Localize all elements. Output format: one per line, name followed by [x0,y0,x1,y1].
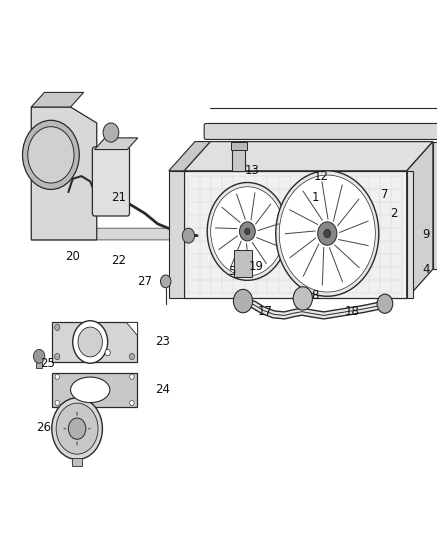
Circle shape [55,374,60,379]
Text: 1: 1 [311,191,319,204]
Text: 22: 22 [111,254,126,266]
Polygon shape [52,373,137,407]
Circle shape [318,222,337,245]
Polygon shape [126,322,137,335]
Bar [433,142,438,269]
Text: 23: 23 [155,335,170,349]
Circle shape [73,321,108,364]
Bar [232,146,245,171]
Polygon shape [31,228,186,240]
Polygon shape [169,142,210,171]
Polygon shape [184,171,407,298]
Text: 21: 21 [111,191,126,204]
Circle shape [207,182,288,280]
Text: 12: 12 [314,169,329,183]
Text: 9: 9 [423,228,430,241]
Circle shape [276,171,379,296]
Text: 24: 24 [155,383,170,397]
Circle shape [130,374,134,379]
Text: 7: 7 [381,188,389,201]
Polygon shape [31,107,97,240]
Circle shape [245,228,250,235]
Text: 27: 27 [137,275,152,288]
Text: 20: 20 [65,251,80,263]
Circle shape [33,350,45,364]
Polygon shape [31,92,84,107]
FancyBboxPatch shape [204,124,438,140]
Circle shape [240,222,255,241]
Circle shape [377,294,393,313]
Text: 8: 8 [311,289,319,302]
Text: 5: 5 [228,265,236,278]
Circle shape [211,187,284,276]
Text: 13: 13 [244,164,259,177]
Bar [407,171,413,298]
FancyBboxPatch shape [92,147,130,216]
Circle shape [293,287,312,310]
Circle shape [103,123,119,142]
Circle shape [55,324,60,330]
Bar [231,142,247,150]
Circle shape [68,418,86,439]
Circle shape [55,400,60,406]
Bar [234,250,252,277]
Circle shape [105,350,110,356]
Circle shape [130,400,134,406]
Circle shape [279,175,375,292]
Bar [36,359,42,368]
Polygon shape [407,142,433,298]
Text: 17: 17 [258,305,272,318]
Circle shape [182,228,194,243]
Circle shape [28,127,74,183]
Circle shape [324,229,331,238]
Text: 18: 18 [345,305,360,318]
Polygon shape [184,142,433,171]
Text: 2: 2 [390,207,397,220]
Ellipse shape [71,377,110,402]
Text: 26: 26 [36,421,51,433]
Circle shape [22,120,79,189]
Circle shape [52,398,102,459]
Circle shape [129,353,134,360]
Bar [169,171,184,298]
Text: 25: 25 [40,357,55,370]
Circle shape [56,403,98,454]
Circle shape [233,289,253,313]
Polygon shape [95,138,138,150]
Circle shape [55,353,60,360]
Circle shape [78,327,102,357]
Polygon shape [52,322,137,362]
Bar [72,458,82,466]
Text: 19: 19 [249,260,264,273]
Text: 4: 4 [423,263,430,276]
Circle shape [160,275,171,288]
